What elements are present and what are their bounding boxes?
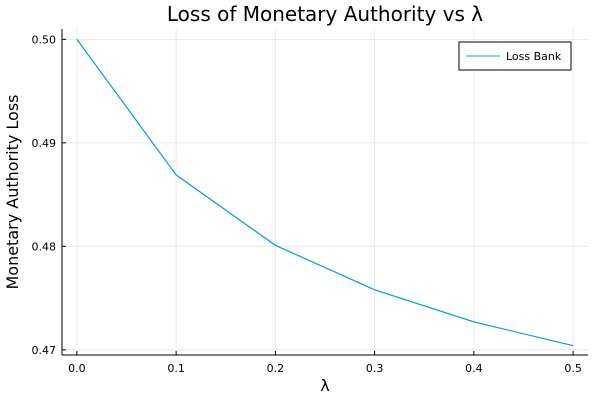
x-tick-label: 0.2 xyxy=(267,362,285,375)
y-tick-label: 0.49 xyxy=(32,137,57,150)
x-tick-label: 0.4 xyxy=(465,362,483,375)
x-tick-label: 0.5 xyxy=(564,362,582,375)
x-tick-label: 0.1 xyxy=(167,362,185,375)
y-tick-label: 0.47 xyxy=(32,344,57,357)
grid xyxy=(62,29,588,355)
chart-title: Loss of Monetary Authority vs λ xyxy=(167,2,483,26)
x-tick-label: 0.3 xyxy=(366,362,384,375)
y-tick-label: 0.48 xyxy=(32,240,57,253)
y-tick-label: 0.50 xyxy=(32,33,57,46)
x-ticks: 0.0 0.1 0.2 0.3 0.4 0.5 xyxy=(68,351,582,375)
x-tick-label: 0.0 xyxy=(68,362,86,375)
x-axis-label: λ xyxy=(320,376,329,395)
series-line-loss-bank xyxy=(76,38,574,347)
axes xyxy=(61,29,588,356)
y-axis-label: Monetary Authority Loss xyxy=(3,94,22,289)
legend-label-loss-bank: Loss Bank xyxy=(506,50,562,63)
series-group xyxy=(76,38,574,347)
legend: Loss Bank xyxy=(458,41,572,71)
y-ticks: 0.47 0.48 0.49 0.50 xyxy=(32,33,66,357)
